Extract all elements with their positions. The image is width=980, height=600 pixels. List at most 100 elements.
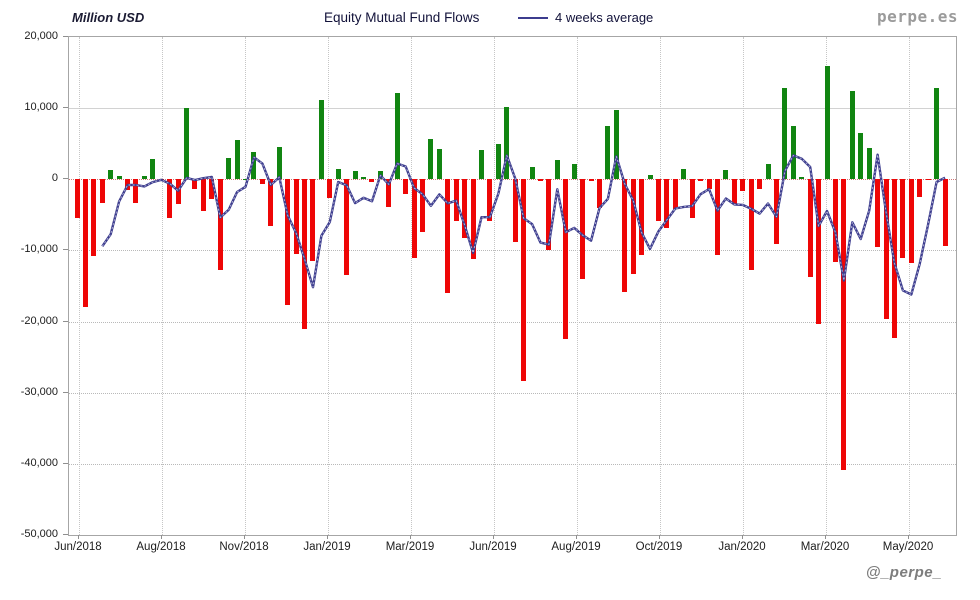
h-gridline — [69, 250, 956, 252]
weekly-flow-bar — [689, 179, 695, 219]
weekly-flow-bar — [537, 179, 543, 181]
x-tick-mark — [908, 535, 909, 539]
weekly-flow-bar — [546, 179, 552, 250]
v-gridline — [245, 37, 246, 535]
weekly-flow-bar — [622, 179, 628, 292]
weekly-flow-bar — [479, 150, 484, 180]
weekly-flow-bar — [596, 179, 602, 209]
y-tick-mark — [63, 534, 68, 535]
x-tick-mark — [576, 535, 577, 539]
weekly-flow-bar — [580, 179, 586, 279]
weekly-flow-bar — [900, 179, 906, 258]
weekly-flow-bar — [849, 91, 855, 180]
y-tick-label: 0 — [51, 172, 58, 185]
weekly-flow-bar — [125, 179, 131, 190]
v-gridline — [79, 37, 80, 535]
weekly-flow-bar — [200, 179, 206, 212]
weekly-flow-bar — [268, 179, 274, 226]
weekly-flow-bar — [748, 179, 754, 271]
h-gridline — [69, 321, 956, 323]
weekly-flow-bar — [276, 147, 282, 180]
weekly-flow-bar — [799, 176, 805, 180]
x-tick-label: Aug/2019 — [551, 541, 601, 553]
weekly-flow-bar — [773, 179, 779, 245]
weekly-flow-bar — [782, 87, 788, 180]
weekly-flow-bar — [832, 179, 838, 262]
weekly-flow-bar — [361, 177, 367, 180]
weekly-flow-bar — [757, 179, 763, 190]
weekly-flow-bar — [192, 179, 198, 190]
weekly-flow-bar — [386, 179, 392, 208]
plot-area — [68, 36, 957, 536]
weekly-flow-bar — [251, 152, 257, 180]
v-gridline — [743, 37, 744, 535]
weekly-flow-bar — [841, 179, 847, 471]
weekly-flow-bar — [824, 66, 830, 180]
weekly-flow-bar — [698, 179, 704, 181]
weekly-flow-bar — [167, 179, 173, 219]
weekly-flow-bar — [765, 163, 771, 180]
weekly-flow-bar — [175, 179, 181, 205]
weekly-flow-bar — [394, 93, 400, 180]
y-tick-label: -10,000 — [20, 243, 58, 256]
y-tick-label: -50,000 — [20, 528, 58, 540]
weekly-flow-bar — [942, 179, 948, 247]
weekly-flow-bar — [891, 179, 897, 338]
weekly-flow-bar — [310, 179, 316, 262]
weekly-flow-bar — [605, 126, 611, 180]
x-tick-label: Jan/2020 — [718, 541, 766, 553]
x-tick-mark — [825, 535, 826, 539]
weekly-flow-bar — [630, 179, 636, 274]
weekly-flow-bar — [217, 179, 223, 271]
weekly-flow-bar — [639, 179, 645, 255]
v-gridline — [577, 37, 578, 535]
h-gridline — [69, 108, 956, 110]
weekly-flow-bar — [487, 179, 493, 222]
x-tick-mark — [161, 535, 162, 539]
x-tick-label: Jun/2019 — [469, 541, 517, 553]
x-tick-label: Aug/2018 — [136, 541, 186, 553]
weekly-flow-bar — [571, 163, 577, 180]
weekly-flow-bar — [150, 159, 156, 180]
weekly-flow-bar — [226, 158, 232, 180]
weekly-flow-bar — [285, 179, 291, 306]
weekly-flow-bar — [108, 170, 114, 180]
weekly-flow-bar — [234, 140, 240, 180]
weekly-flow-bar — [504, 106, 510, 180]
weekly-flow-bar — [495, 143, 501, 180]
x-tick-label: Jan/2019 — [303, 541, 351, 553]
weekly-flow-bar — [318, 99, 324, 180]
weekly-flow-bar — [723, 170, 729, 180]
y-tick-mark — [63, 36, 68, 37]
h-gridline — [69, 463, 956, 465]
y-tick-label: 10,000 — [24, 101, 58, 114]
legend-line-swatch — [518, 17, 548, 19]
weekly-flow-bar — [740, 179, 746, 191]
weekly-flow-bar — [158, 179, 164, 181]
x-tick-mark — [78, 535, 79, 539]
weekly-flow-bar — [664, 179, 670, 229]
weekly-flow-bar — [816, 179, 822, 324]
weekly-flow-bar — [521, 179, 527, 381]
weekly-flow-bar — [302, 179, 308, 329]
weekly-flow-bar — [883, 179, 889, 320]
weekly-flow-bar — [184, 108, 190, 180]
v-gridline — [494, 37, 495, 535]
x-tick-label: Nov/2018 — [219, 541, 269, 553]
y-tick-label: 20,000 — [24, 30, 58, 42]
v-gridline — [162, 37, 163, 535]
weekly-flow-bar — [293, 179, 299, 254]
weekly-flow-bar — [411, 179, 417, 258]
weekly-flow-bar — [428, 139, 434, 180]
weekly-flow-bar — [647, 175, 653, 180]
x-tick-mark — [493, 535, 494, 539]
y-tick-label: -40,000 — [20, 456, 58, 469]
weekly-flow-bar — [714, 179, 720, 255]
y-tick-mark — [63, 320, 68, 322]
weekly-flow-bar — [82, 179, 88, 308]
weekly-flow-bar — [453, 179, 459, 222]
weekly-flow-bar — [858, 133, 864, 180]
weekly-flow-bar — [529, 167, 535, 180]
y-tick-mark — [63, 462, 68, 464]
weekly-flow-bar — [377, 171, 383, 180]
